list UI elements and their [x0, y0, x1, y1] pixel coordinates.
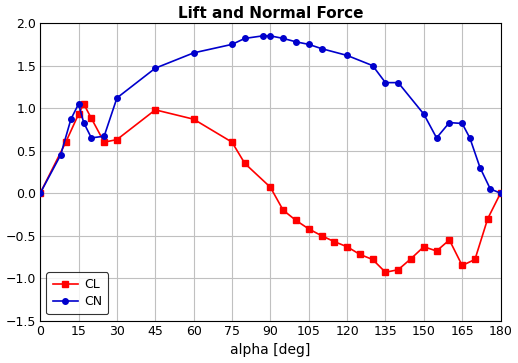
CN: [191, 51, 197, 55]
CN: [37, 191, 44, 195]
CN: [76, 102, 82, 106]
CN: [88, 136, 94, 140]
CL: [76, 112, 82, 116]
CL: [382, 270, 388, 274]
CL: [421, 245, 427, 249]
CN: [459, 121, 465, 126]
CN: [306, 42, 312, 46]
CN: [81, 121, 87, 125]
CN: [369, 64, 376, 68]
CN: [477, 166, 483, 170]
CL: [331, 240, 337, 244]
CN: [101, 134, 107, 138]
CN: [68, 117, 74, 121]
CL: [88, 116, 94, 121]
CL: [191, 117, 197, 121]
CL: [497, 191, 503, 195]
CN: [57, 153, 64, 157]
CL: [319, 233, 325, 238]
CN: [344, 53, 350, 58]
CL: [63, 140, 69, 144]
CL: [81, 102, 87, 106]
CL: [280, 208, 286, 212]
CN: [497, 191, 503, 195]
Line: CN: CN: [37, 33, 503, 196]
CN: [421, 112, 427, 116]
CN: [280, 36, 286, 41]
CL: [357, 252, 363, 257]
CN: [293, 40, 299, 44]
CL: [395, 268, 401, 272]
CN: [152, 66, 159, 70]
CN: [395, 81, 401, 85]
CL: [37, 191, 44, 195]
CN: [242, 36, 248, 41]
CL: [152, 108, 159, 112]
CL: [267, 185, 274, 189]
CL: [472, 257, 478, 262]
CN: [267, 34, 274, 38]
CL: [408, 257, 414, 261]
CL: [459, 263, 465, 268]
CL: [306, 227, 312, 231]
CL: [485, 216, 491, 221]
CN: [382, 81, 388, 85]
CL: [114, 138, 120, 142]
CN: [446, 121, 452, 125]
CN: [434, 136, 440, 140]
CN: [229, 42, 235, 46]
CL: [229, 140, 235, 144]
CL: [101, 140, 107, 144]
Title: Lift and Normal Force: Lift and Normal Force: [178, 5, 363, 21]
CL: [434, 249, 440, 253]
Legend: CL, CN: CL, CN: [47, 272, 108, 314]
CN: [260, 34, 266, 38]
CN: [319, 46, 325, 51]
CL: [369, 257, 376, 262]
CL: [446, 238, 452, 242]
X-axis label: alpha [deg]: alpha [deg]: [230, 343, 311, 358]
Line: CL: CL: [37, 101, 503, 275]
CN: [487, 187, 493, 191]
CN: [467, 136, 473, 140]
CN: [114, 96, 120, 100]
CL: [242, 161, 248, 166]
CL: [293, 218, 299, 223]
CL: [344, 245, 350, 249]
